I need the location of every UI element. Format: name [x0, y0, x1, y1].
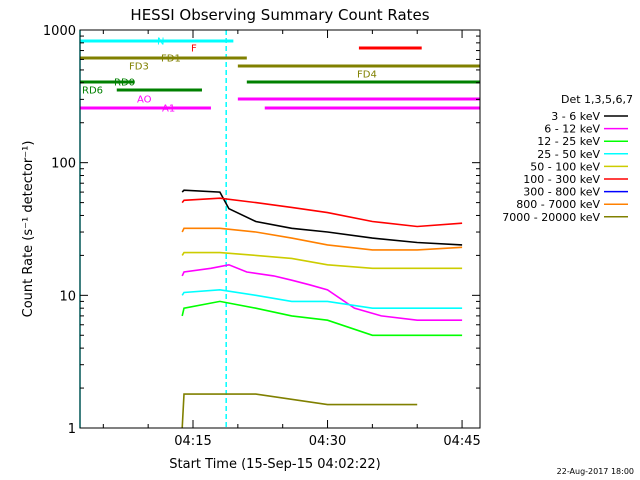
legend-label-300-800-kev: 300 - 800 keV	[523, 186, 600, 199]
series-line-25-50-kev	[181, 288, 463, 310]
y-tick-label-1: 1	[68, 422, 76, 437]
legend-label-100-300-kev: 100 - 300 keV	[523, 173, 600, 186]
x-tick-label-04-45: 04:45	[443, 434, 480, 449]
legend-title: Det 1,3,5,6,7	[561, 93, 633, 106]
x-axis-label: Start Time (15-Sep-15 04:02:22)	[169, 457, 380, 472]
legend-label-6-12-kev: 6 - 12 keV	[544, 123, 600, 136]
series-line-100-300-kev	[181, 197, 463, 228]
date-stamp: 22-Aug-2017 18:00	[557, 467, 634, 476]
legend-label-800-7000-kev: 800 - 7000 keV	[516, 198, 600, 211]
legend-label-50-100-kev: 50 - 100 keV	[530, 160, 600, 173]
series-group	[181, 189, 463, 429]
series-line-800-7000-kev	[181, 227, 463, 251]
series-line-6-12-kev	[181, 263, 463, 322]
plot-frame	[79, 29, 481, 429]
flag-label-fd3: FD3	[129, 62, 149, 73]
flag-label-f: F	[191, 44, 197, 55]
y-tick-label-100: 100	[51, 157, 76, 172]
x-axis: 04:15 04:30 04:45	[102, 30, 481, 449]
x-tick-label-04-15: 04:15	[174, 434, 211, 449]
flag-label-rd6: RD6	[82, 86, 103, 97]
chart-title: HESSI Observing Summary Count Rates	[130, 6, 429, 24]
y-axis: 1 10 100 1000	[43, 24, 480, 437]
flag-bars: N F FD1 FD3 FD4 RD0 RD6 AO A1	[80, 37, 480, 115]
flag-label-fd1: FD1	[161, 54, 181, 65]
series-line-50-100-kev	[181, 251, 463, 270]
y-tick-label-10: 10	[59, 289, 76, 304]
y-tick-label-1000: 1000	[43, 24, 76, 39]
flag-label-a1: A1	[162, 104, 175, 115]
series-line-7000-20000-kev	[181, 393, 418, 429]
x-tick-label-04-30: 04:30	[309, 434, 346, 449]
series-line-3-6-kev	[181, 189, 463, 246]
flag-label-ao: AO	[137, 95, 152, 106]
legend-label-3-6-kev: 3 - 6 keV	[551, 110, 600, 123]
flag-label-n: N	[157, 37, 164, 48]
flag-label-fd4: FD4	[357, 70, 377, 81]
legend-label-12-25-kev: 12 - 25 keV	[537, 135, 600, 148]
y-axis-label: Count Rate (s⁻¹ detector⁻¹)	[21, 141, 36, 318]
series-line-12-25-kev	[181, 300, 463, 337]
legend-label-7000-20000-kev: 7000 - 20000 keV	[502, 211, 600, 224]
flag-label-rd0: RD0	[114, 78, 135, 89]
legend-label-25-50-kev: 25 - 50 keV	[537, 148, 600, 161]
